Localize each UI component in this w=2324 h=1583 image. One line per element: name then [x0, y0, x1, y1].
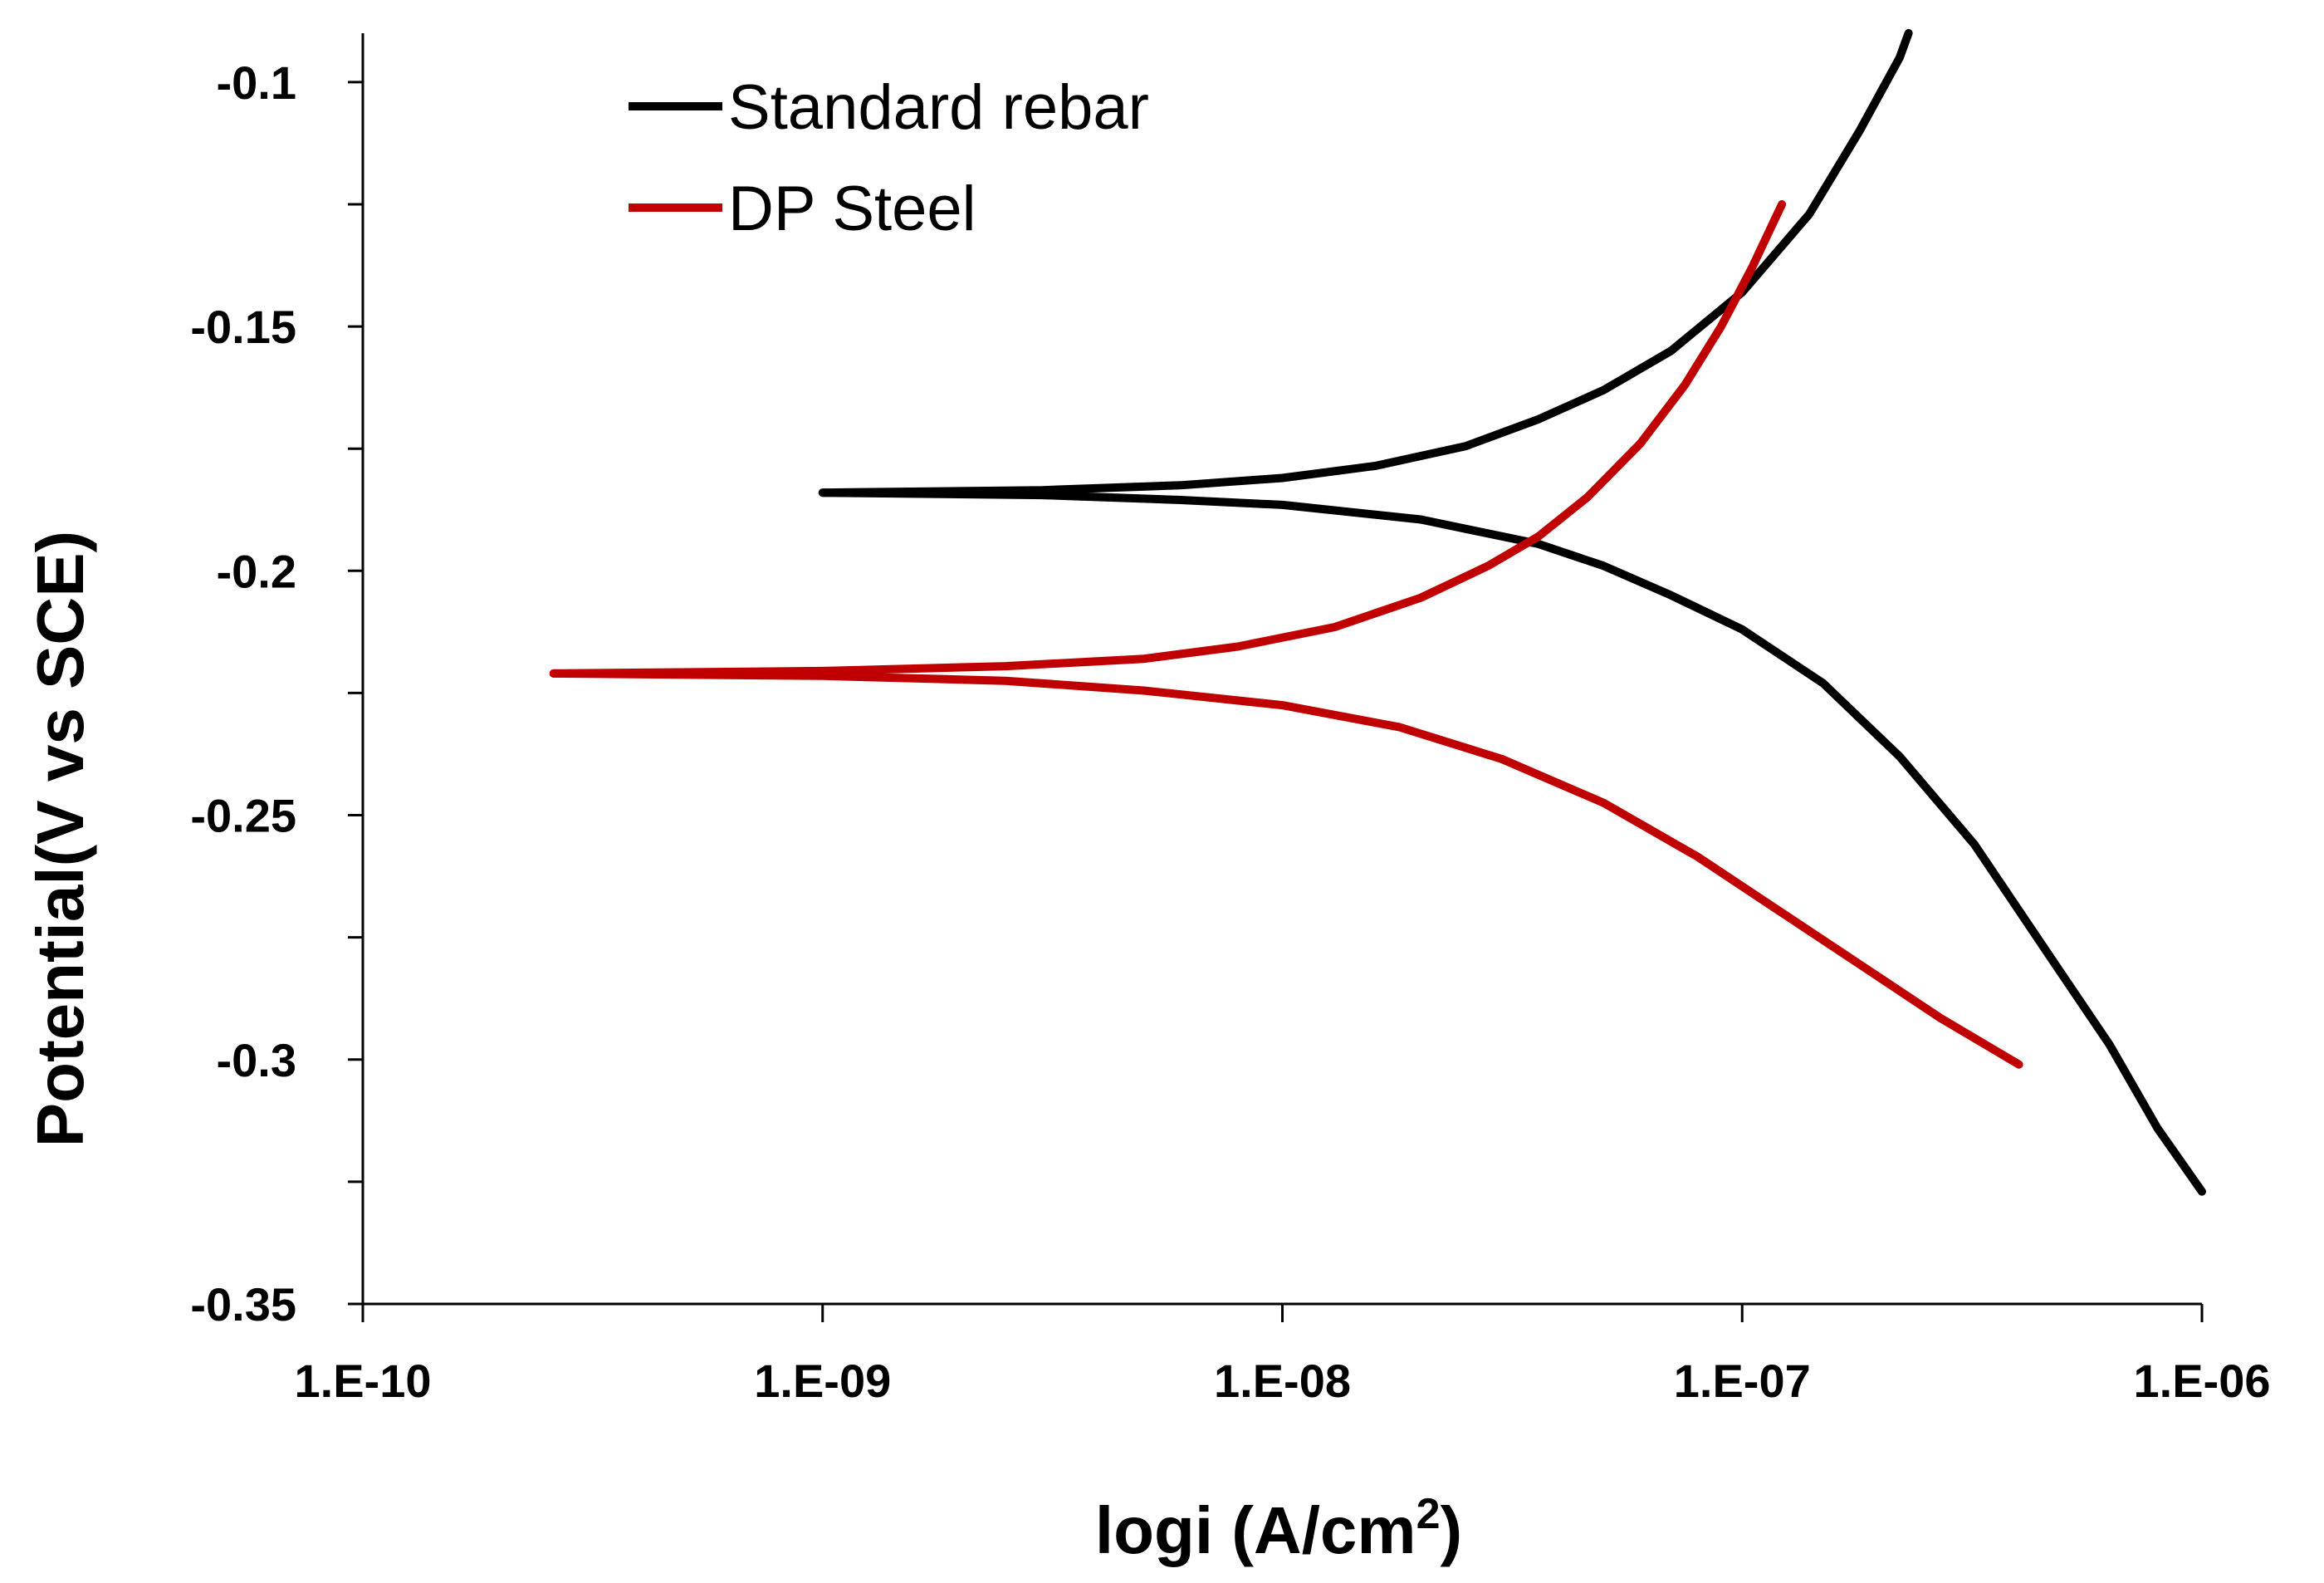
legend-label-dp-steel: DP Steel — [728, 174, 976, 244]
x-axis-title-superscript: 2 — [1416, 1490, 1441, 1538]
series-line-dp-steel-cathodic — [549, 669, 2023, 1069]
legend-label-standard-rebar: Standard rebar — [728, 72, 1149, 143]
y-tick-label: -0.2 — [217, 545, 297, 597]
legend: Standard rebar DP Steel — [629, 72, 1149, 244]
x-tick-label: 1.E-09 — [754, 1355, 891, 1407]
series-line-standard-rebar-cathodic — [818, 488, 2206, 1196]
x-tick-label: 1.E-08 — [1214, 1355, 1351, 1407]
ticks: -0.35 -0.3 -0.25 -0.2 -0.15 -0.1 1.E-10 1.E-09 1… — [190, 56, 2270, 1407]
series-line-standard-rebar-anodic — [818, 29, 1913, 497]
x-tick-label: 1.E-06 — [2134, 1355, 2271, 1407]
x-axis-title-suffix: ) — [1440, 1493, 1462, 1567]
x-axis-title: logi (A/cm2) — [1095, 1490, 1462, 1567]
y-axis-title: Potential(V vs SCE) — [23, 531, 97, 1147]
y-tick-label: -0.3 — [217, 1034, 297, 1086]
series-line-dp-steel-anodic — [549, 200, 1787, 678]
y-tick-label: -0.25 — [190, 790, 296, 842]
x-tick-label: 1.E-07 — [1674, 1355, 1811, 1407]
x-tick-label: 1.E-10 — [295, 1355, 432, 1407]
y-tick-label: -0.35 — [190, 1278, 296, 1331]
y-tick-label: -0.15 — [190, 301, 296, 353]
y-tick-label: -0.1 — [217, 56, 297, 109]
series — [549, 29, 2206, 1196]
x-axis-title-main: logi (A/cm — [1095, 1493, 1416, 1567]
